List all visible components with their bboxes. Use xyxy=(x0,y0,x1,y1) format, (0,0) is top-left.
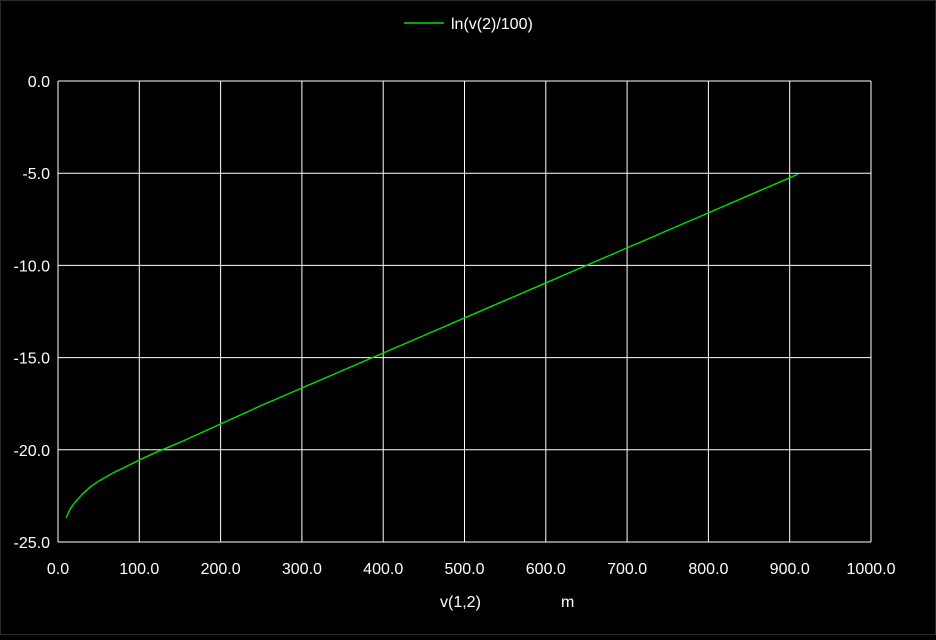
y-tick-label: 0.0 xyxy=(28,74,50,91)
y-tick-label: -5.0 xyxy=(22,166,50,183)
x-tick-label: 100.0 xyxy=(119,561,159,578)
y-tick-label: -15.0 xyxy=(14,351,51,368)
x-tick-label: 400.0 xyxy=(363,561,403,578)
x-tick-label: 900.0 xyxy=(770,561,810,578)
x-tick-label: 800.0 xyxy=(688,561,728,578)
legend: ln(v(2)/100) xyxy=(404,16,533,33)
x-tick-label: 500.0 xyxy=(444,561,484,578)
x-tick-label: 1000.0 xyxy=(847,561,896,578)
series-line xyxy=(65,173,799,519)
y-tick-label: -20.0 xyxy=(14,443,51,460)
y-tick-label: -25.0 xyxy=(14,535,51,552)
grid-lines xyxy=(57,80,872,543)
x-tick-label: 600.0 xyxy=(526,561,566,578)
x-tick-label: 200.0 xyxy=(201,561,241,578)
x-tick-label: 300.0 xyxy=(282,561,322,578)
x-axis-unit: m xyxy=(561,594,574,611)
x-axis-label: v(1,2) xyxy=(440,594,481,611)
y-tick-label: -10.0 xyxy=(14,258,51,275)
legend-label: ln(v(2)/100) xyxy=(451,16,533,33)
x-tick-label: 700.0 xyxy=(607,561,647,578)
series-lines xyxy=(65,173,799,519)
tick-labels: 0.0 100.0 200.0 300.0 400.0 500.0 600.0 700.0 80… xyxy=(14,74,896,578)
x-tick-label: 0.0 xyxy=(47,561,69,578)
